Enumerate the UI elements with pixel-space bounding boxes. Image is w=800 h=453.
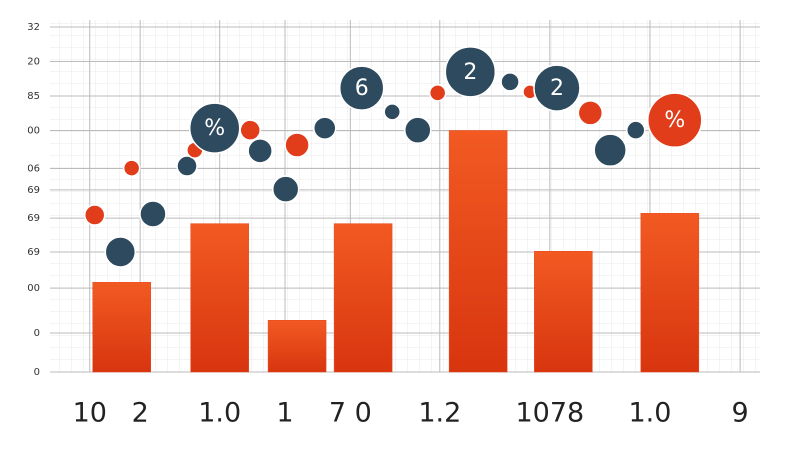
x-tick-label: 1078 [515,398,584,429]
bubble [313,116,337,140]
y-tick-label: 69 [27,247,40,258]
x-tick-label: 10 [73,398,107,429]
bubble [239,119,261,141]
bubble-label: % [204,116,225,141]
bubble [284,132,310,158]
bubble [176,155,198,177]
y-tick-label: 69 [27,213,40,224]
y-tick-label: 00 [27,126,40,137]
x-tick-label: 7 0 [329,398,372,429]
x-tick-label: 1.2 [418,398,461,429]
bubble [428,84,447,102]
bar [448,130,508,373]
bar [640,213,700,373]
x-tick-label: 1 [276,398,293,429]
y-tick-label: 0 [34,367,40,378]
y-tick-label: 20 [27,57,40,68]
bar [92,282,151,373]
bubble [533,64,581,112]
x-tick-label: 1.0 [628,398,671,429]
bubble [626,120,646,140]
bubble [247,138,273,164]
bubble [647,92,703,148]
bubble-label: % [664,108,685,133]
bubble [139,200,167,228]
bubble [444,46,497,98]
y-tick-label: 32 [27,22,40,33]
y-tick-label: 0 [34,328,40,339]
bar [267,320,327,373]
bubble [122,159,141,177]
x-tick-label: 2 [132,398,149,429]
bubble [577,100,604,126]
bubble [104,236,137,268]
x-tick-label: 1.0 [198,398,241,429]
y-tick-label: 06 [27,163,40,174]
bubble-label: 6 [355,76,369,101]
bubble [500,72,520,92]
bar [190,223,249,373]
y-tick-label: 00 [27,283,40,294]
bubble-label: 2 [550,76,564,101]
bar [333,223,393,373]
x-tick-label: 9 [732,398,749,429]
bubble [338,65,385,111]
bubble [383,103,401,121]
bubble [593,133,627,167]
bubble [271,175,300,203]
y-tick-label: 69 [27,185,40,196]
bubble [404,116,432,144]
bubble-label: 2 [463,60,477,85]
bubble [83,204,106,226]
y-tick-label: 85 [27,91,40,102]
bar [534,251,593,373]
